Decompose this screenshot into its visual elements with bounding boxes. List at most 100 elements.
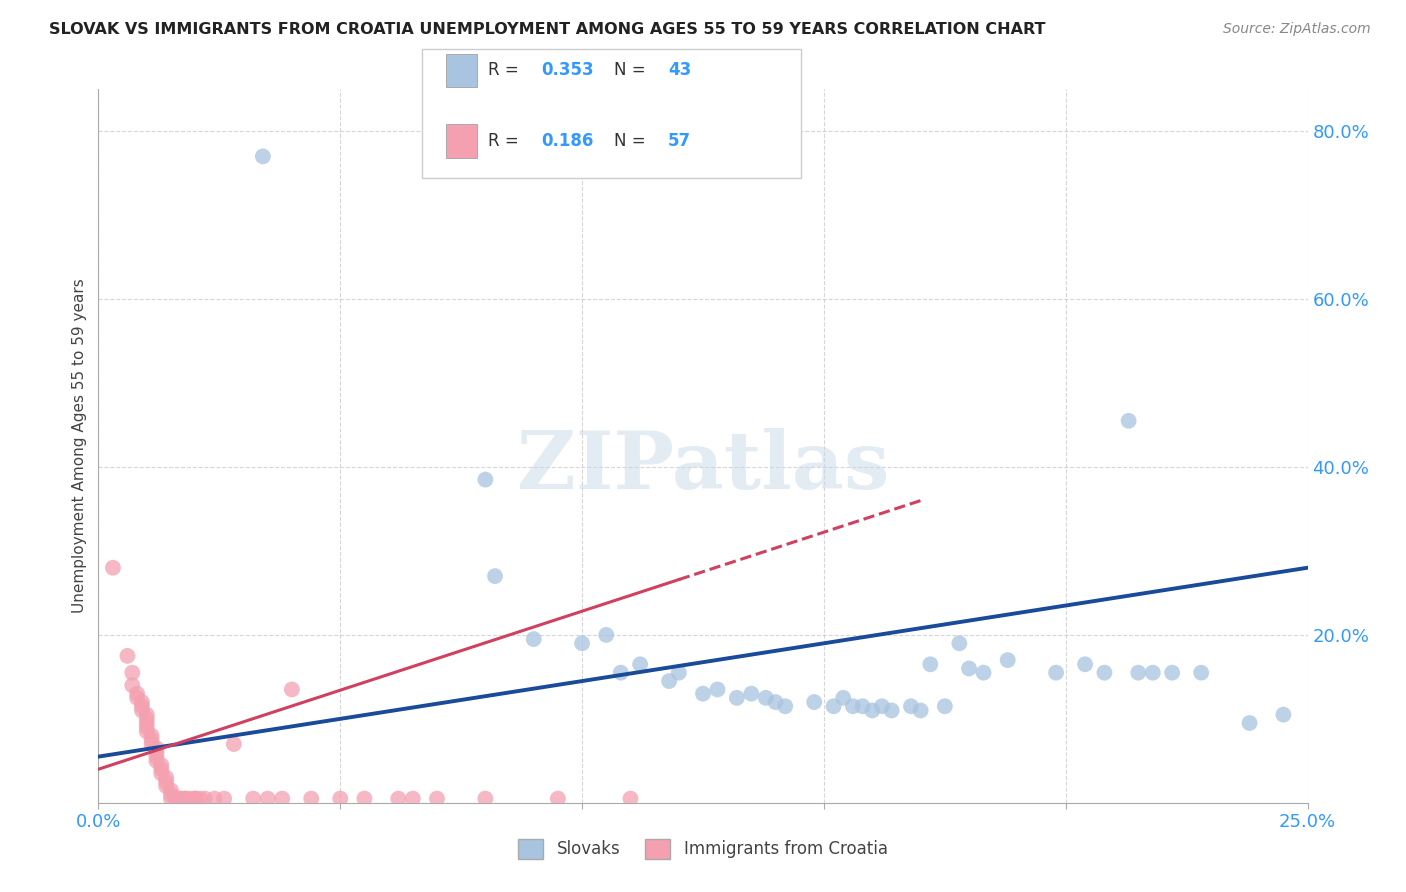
Point: [402, 791, 425, 805]
Point: [117, 648, 139, 663]
Point: [329, 791, 352, 805]
Point: [155, 779, 177, 793]
Point: [169, 791, 191, 805]
Point: [145, 749, 167, 764]
Text: N =: N =: [614, 62, 651, 79]
Point: [271, 791, 294, 805]
Point: [997, 653, 1019, 667]
Point: [212, 791, 235, 805]
Point: [353, 791, 375, 805]
Text: N =: N =: [614, 132, 651, 150]
Point: [299, 791, 322, 805]
Point: [184, 791, 207, 805]
Point: [145, 741, 167, 756]
Point: [160, 788, 183, 802]
Text: 57: 57: [668, 132, 690, 150]
Point: [169, 791, 191, 805]
Point: [127, 687, 149, 701]
Point: [852, 699, 875, 714]
Point: [184, 791, 207, 805]
Point: [135, 720, 157, 734]
Point: [1142, 665, 1164, 680]
Point: [131, 695, 153, 709]
Text: Source: ZipAtlas.com: Source: ZipAtlas.com: [1223, 22, 1371, 37]
Point: [595, 628, 617, 642]
Point: [127, 690, 149, 705]
Point: [101, 560, 124, 574]
Point: [934, 699, 956, 714]
Point: [131, 699, 153, 714]
Point: [1239, 716, 1261, 731]
Point: [547, 791, 569, 805]
Point: [252, 149, 274, 163]
Point: [1074, 657, 1097, 672]
Point: [155, 771, 177, 785]
Point: [165, 791, 187, 805]
Point: [121, 665, 143, 680]
Point: [725, 690, 748, 705]
Point: [571, 636, 593, 650]
Point: [1272, 707, 1295, 722]
Point: [145, 754, 167, 768]
Point: [179, 791, 201, 805]
Point: [658, 674, 681, 689]
Point: [1045, 665, 1067, 680]
Point: [165, 791, 187, 805]
Point: [155, 774, 177, 789]
Text: 0.186: 0.186: [541, 132, 593, 150]
Point: [880, 703, 903, 717]
Point: [484, 569, 506, 583]
Point: [150, 766, 173, 780]
Text: R =: R =: [488, 132, 524, 150]
Point: [188, 791, 211, 805]
Point: [755, 690, 778, 705]
Point: [141, 737, 163, 751]
Point: [1189, 665, 1212, 680]
Point: [222, 737, 245, 751]
Point: [668, 665, 690, 680]
Point: [910, 703, 932, 717]
Text: 0.353: 0.353: [541, 62, 593, 79]
Point: [765, 695, 787, 709]
Point: [474, 791, 496, 805]
Point: [610, 665, 633, 680]
Legend: Slovaks, Immigrants from Croatia: Slovaks, Immigrants from Croatia: [512, 832, 894, 866]
Point: [135, 716, 157, 731]
Point: [256, 791, 278, 805]
Point: [860, 703, 883, 717]
Point: [145, 746, 167, 760]
Point: [842, 699, 865, 714]
Point: [1118, 414, 1140, 428]
Point: [1161, 665, 1184, 680]
Point: [194, 791, 217, 805]
Text: ZIPatlas: ZIPatlas: [517, 428, 889, 507]
Point: [174, 791, 197, 805]
Point: [692, 687, 714, 701]
Point: [823, 699, 845, 714]
Point: [1128, 665, 1150, 680]
Point: [900, 699, 922, 714]
Point: [160, 791, 183, 805]
Point: [1094, 665, 1116, 680]
Point: [803, 695, 825, 709]
Y-axis label: Unemployment Among Ages 55 to 59 years: Unemployment Among Ages 55 to 59 years: [72, 278, 87, 614]
Point: [131, 703, 153, 717]
Point: [242, 791, 264, 805]
Point: [706, 682, 728, 697]
Point: [920, 657, 942, 672]
Point: [948, 636, 970, 650]
Point: [135, 712, 157, 726]
Point: [426, 791, 449, 805]
Point: [150, 762, 173, 776]
Text: R =: R =: [488, 62, 524, 79]
Point: [387, 791, 409, 805]
Point: [135, 724, 157, 739]
Text: 43: 43: [668, 62, 692, 79]
Point: [957, 661, 980, 675]
Point: [523, 632, 546, 646]
Point: [628, 657, 651, 672]
Point: [121, 678, 143, 692]
Point: [204, 791, 226, 805]
Point: [174, 791, 197, 805]
Point: [973, 665, 995, 680]
